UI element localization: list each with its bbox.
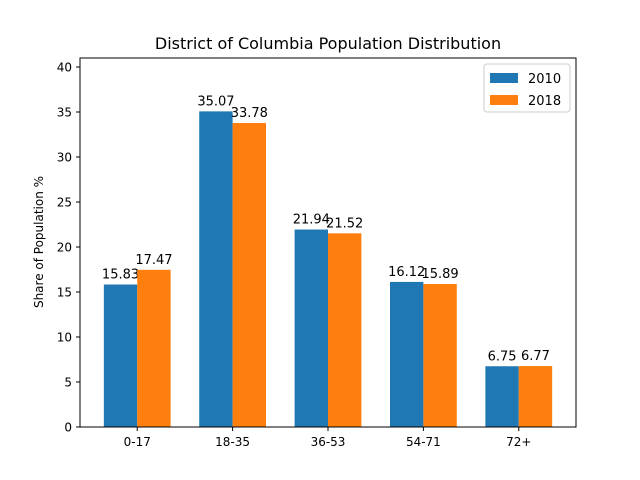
bar-2010-54-71 — [390, 281, 424, 427]
legend: 2010 2018 — [483, 63, 571, 113]
y-tick-label: 30 — [57, 151, 72, 165]
y-tick-label: 25 — [57, 196, 72, 210]
chart-title: District of Columbia Population Distribu… — [155, 34, 501, 53]
x-tick-label: 36-53 — [311, 435, 346, 449]
bar-2010-72+ — [485, 366, 519, 427]
y-tick-label: 20 — [57, 241, 72, 255]
data-label: 21.94 — [293, 213, 330, 228]
x-tick-label: 18-35 — [215, 435, 250, 449]
data-label: 15.83 — [102, 268, 139, 283]
x-tick-label: 72+ — [506, 435, 531, 449]
x-tick-label: 0-17 — [124, 435, 151, 449]
y-tick-label: 0 — [64, 421, 72, 435]
bar-2010-0-17 — [103, 284, 138, 427]
data-label: 35.07 — [197, 94, 234, 109]
bar-2018-54-71 — [423, 283, 457, 427]
y-axis-label: Share of Population % — [32, 176, 46, 308]
y-tick-label: 35 — [57, 106, 72, 120]
plot-area: 15.83 35.07 21.94 16.12 6.75 17.47 33.78 21.52 1… — [57, 57, 577, 449]
data-label: 15.89 — [421, 267, 458, 282]
legend-label: 2018 — [528, 94, 561, 109]
legend-label: 2010 — [528, 72, 561, 87]
data-label: 17.47 — [135, 253, 172, 268]
data-label: 21.52 — [326, 216, 363, 231]
legend-swatch-2010 — [490, 73, 518, 83]
y-tick-label: 15 — [57, 286, 72, 300]
data-label: 6.75 — [488, 349, 517, 364]
bar-2018-0-17 — [137, 269, 171, 427]
y-tick-label: 10 — [57, 331, 72, 345]
data-label: 33.78 — [231, 106, 268, 121]
y-tick-label: 40 — [57, 61, 72, 75]
bar-2010-18-35 — [199, 111, 233, 428]
legend-swatch-2018 — [490, 95, 518, 105]
bar-2018-18-35 — [232, 122, 266, 427]
bar-2018-36-53 — [328, 233, 362, 427]
bar-2018-72+ — [518, 366, 553, 427]
data-label: 6.77 — [521, 349, 550, 364]
y-tick-label: 5 — [64, 376, 72, 390]
x-tick-label: 54-71 — [406, 435, 441, 449]
bar-2010-36-53 — [294, 229, 328, 427]
data-label: 16.12 — [388, 265, 425, 280]
